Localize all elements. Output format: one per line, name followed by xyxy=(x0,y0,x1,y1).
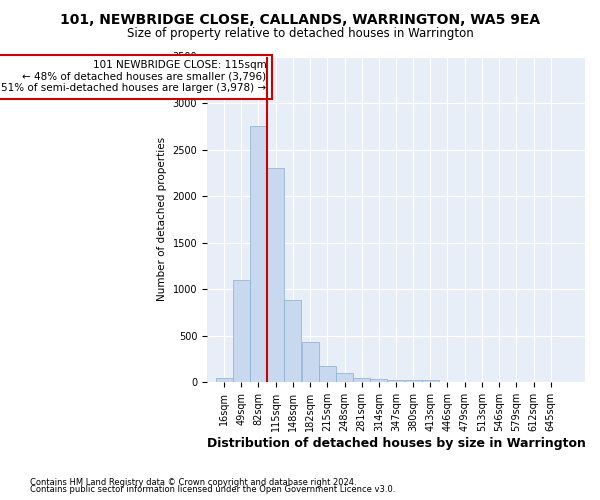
Text: 101, NEWBRIDGE CLOSE, CALLANDS, WARRINGTON, WA5 9EA: 101, NEWBRIDGE CLOSE, CALLANDS, WARRINGT… xyxy=(60,12,540,26)
Bar xyxy=(336,373,353,382)
Bar xyxy=(216,378,233,382)
Text: Contains HM Land Registry data © Crown copyright and database right 2024.: Contains HM Land Registry data © Crown c… xyxy=(30,478,356,487)
Bar xyxy=(250,126,267,382)
Bar xyxy=(267,168,284,382)
Bar xyxy=(405,380,422,382)
Bar xyxy=(319,366,336,382)
Bar xyxy=(388,380,404,382)
Y-axis label: Number of detached properties: Number of detached properties xyxy=(157,138,167,302)
Bar xyxy=(353,378,370,382)
Bar xyxy=(233,280,250,382)
X-axis label: Distribution of detached houses by size in Warrington: Distribution of detached houses by size … xyxy=(206,437,586,450)
Bar xyxy=(422,380,439,382)
Bar xyxy=(302,342,319,382)
Text: 101 NEWBRIDGE CLOSE: 115sqm
← 48% of detached houses are smaller (3,796)
51% of : 101 NEWBRIDGE CLOSE: 115sqm ← 48% of det… xyxy=(1,60,266,94)
Bar xyxy=(370,379,387,382)
Bar xyxy=(284,300,301,382)
Text: Size of property relative to detached houses in Warrington: Size of property relative to detached ho… xyxy=(127,28,473,40)
Text: Contains public sector information licensed under the Open Government Licence v3: Contains public sector information licen… xyxy=(30,486,395,494)
